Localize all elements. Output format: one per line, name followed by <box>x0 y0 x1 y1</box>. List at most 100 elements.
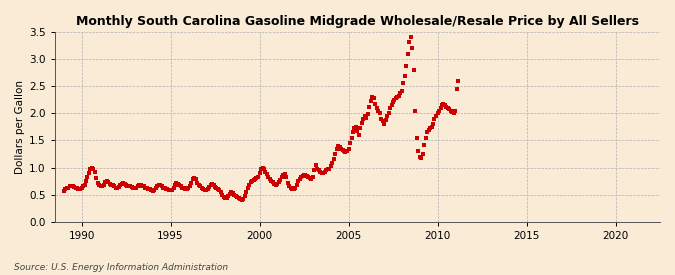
Point <box>339 149 350 153</box>
Point <box>400 74 410 79</box>
Point <box>188 177 198 182</box>
Point <box>300 173 310 177</box>
Point <box>220 196 231 200</box>
Point <box>223 194 234 199</box>
Point <box>94 183 105 187</box>
Point <box>423 127 434 132</box>
Point <box>109 184 119 189</box>
Point <box>119 182 130 186</box>
Point <box>158 185 169 190</box>
Point <box>61 186 72 190</box>
Point <box>128 186 139 190</box>
Point <box>250 177 261 182</box>
Point <box>410 108 421 113</box>
Point <box>304 176 315 181</box>
Point <box>435 106 446 110</box>
Point <box>244 183 254 187</box>
Point <box>437 103 448 107</box>
Point <box>164 188 175 192</box>
Point <box>284 184 295 189</box>
Point <box>425 126 435 131</box>
Point <box>168 186 179 190</box>
Point <box>438 101 449 106</box>
Point <box>269 182 279 186</box>
Point <box>176 184 186 189</box>
Point <box>161 186 171 191</box>
Point <box>293 179 304 183</box>
Point <box>355 126 366 131</box>
Point <box>79 183 90 187</box>
Point <box>64 184 75 189</box>
Point <box>414 155 425 159</box>
Point <box>446 108 456 113</box>
Point <box>210 185 221 189</box>
Point <box>411 136 422 140</box>
Point <box>432 111 443 116</box>
Point <box>349 126 360 131</box>
Point <box>325 164 336 169</box>
Point <box>338 148 348 152</box>
Point <box>267 180 278 184</box>
Point <box>266 179 277 183</box>
Point <box>107 183 118 188</box>
Point <box>169 183 180 188</box>
Point <box>317 171 327 175</box>
Point <box>335 146 346 151</box>
Point <box>294 177 305 182</box>
Point <box>309 168 320 172</box>
Point <box>58 189 69 193</box>
Point <box>97 184 108 189</box>
Point <box>199 188 210 192</box>
Point <box>112 186 123 190</box>
Point <box>296 175 306 180</box>
Point <box>287 187 298 191</box>
Point <box>276 175 287 180</box>
Point <box>447 110 458 114</box>
Point <box>376 117 387 121</box>
Point <box>68 184 78 189</box>
Point <box>286 186 296 190</box>
Point <box>126 185 137 189</box>
Point <box>226 190 237 194</box>
Point <box>260 170 271 174</box>
Point <box>211 186 222 190</box>
Point <box>313 168 324 172</box>
Point <box>186 180 196 185</box>
Point <box>200 188 211 192</box>
Point <box>235 197 246 202</box>
Point <box>246 179 257 183</box>
Point <box>290 186 300 190</box>
Text: Source: U.S. Energy Information Administration: Source: U.S. Energy Information Administ… <box>14 263 227 272</box>
Point <box>448 111 459 116</box>
Point <box>279 172 290 176</box>
Point <box>380 118 391 122</box>
Point <box>348 130 358 134</box>
Point <box>259 167 269 171</box>
Point <box>115 183 126 188</box>
Point <box>319 170 330 174</box>
Point <box>204 185 215 189</box>
Point <box>392 95 403 99</box>
Point <box>328 157 339 162</box>
Point <box>208 183 219 188</box>
Point <box>340 150 351 155</box>
Point <box>252 175 263 179</box>
Point <box>207 182 217 186</box>
Point <box>344 141 355 145</box>
Point <box>273 180 284 184</box>
Point <box>142 186 153 190</box>
Point <box>189 176 200 181</box>
Point <box>396 88 407 93</box>
Point <box>60 187 71 191</box>
Point <box>183 186 194 190</box>
Point <box>354 133 364 137</box>
Point <box>365 99 376 104</box>
Point <box>364 104 375 109</box>
Point <box>130 186 140 190</box>
Point <box>416 156 427 160</box>
Point <box>452 87 462 91</box>
Point <box>167 188 178 192</box>
Point <box>205 183 216 187</box>
Point <box>152 184 163 188</box>
Point <box>251 176 262 181</box>
